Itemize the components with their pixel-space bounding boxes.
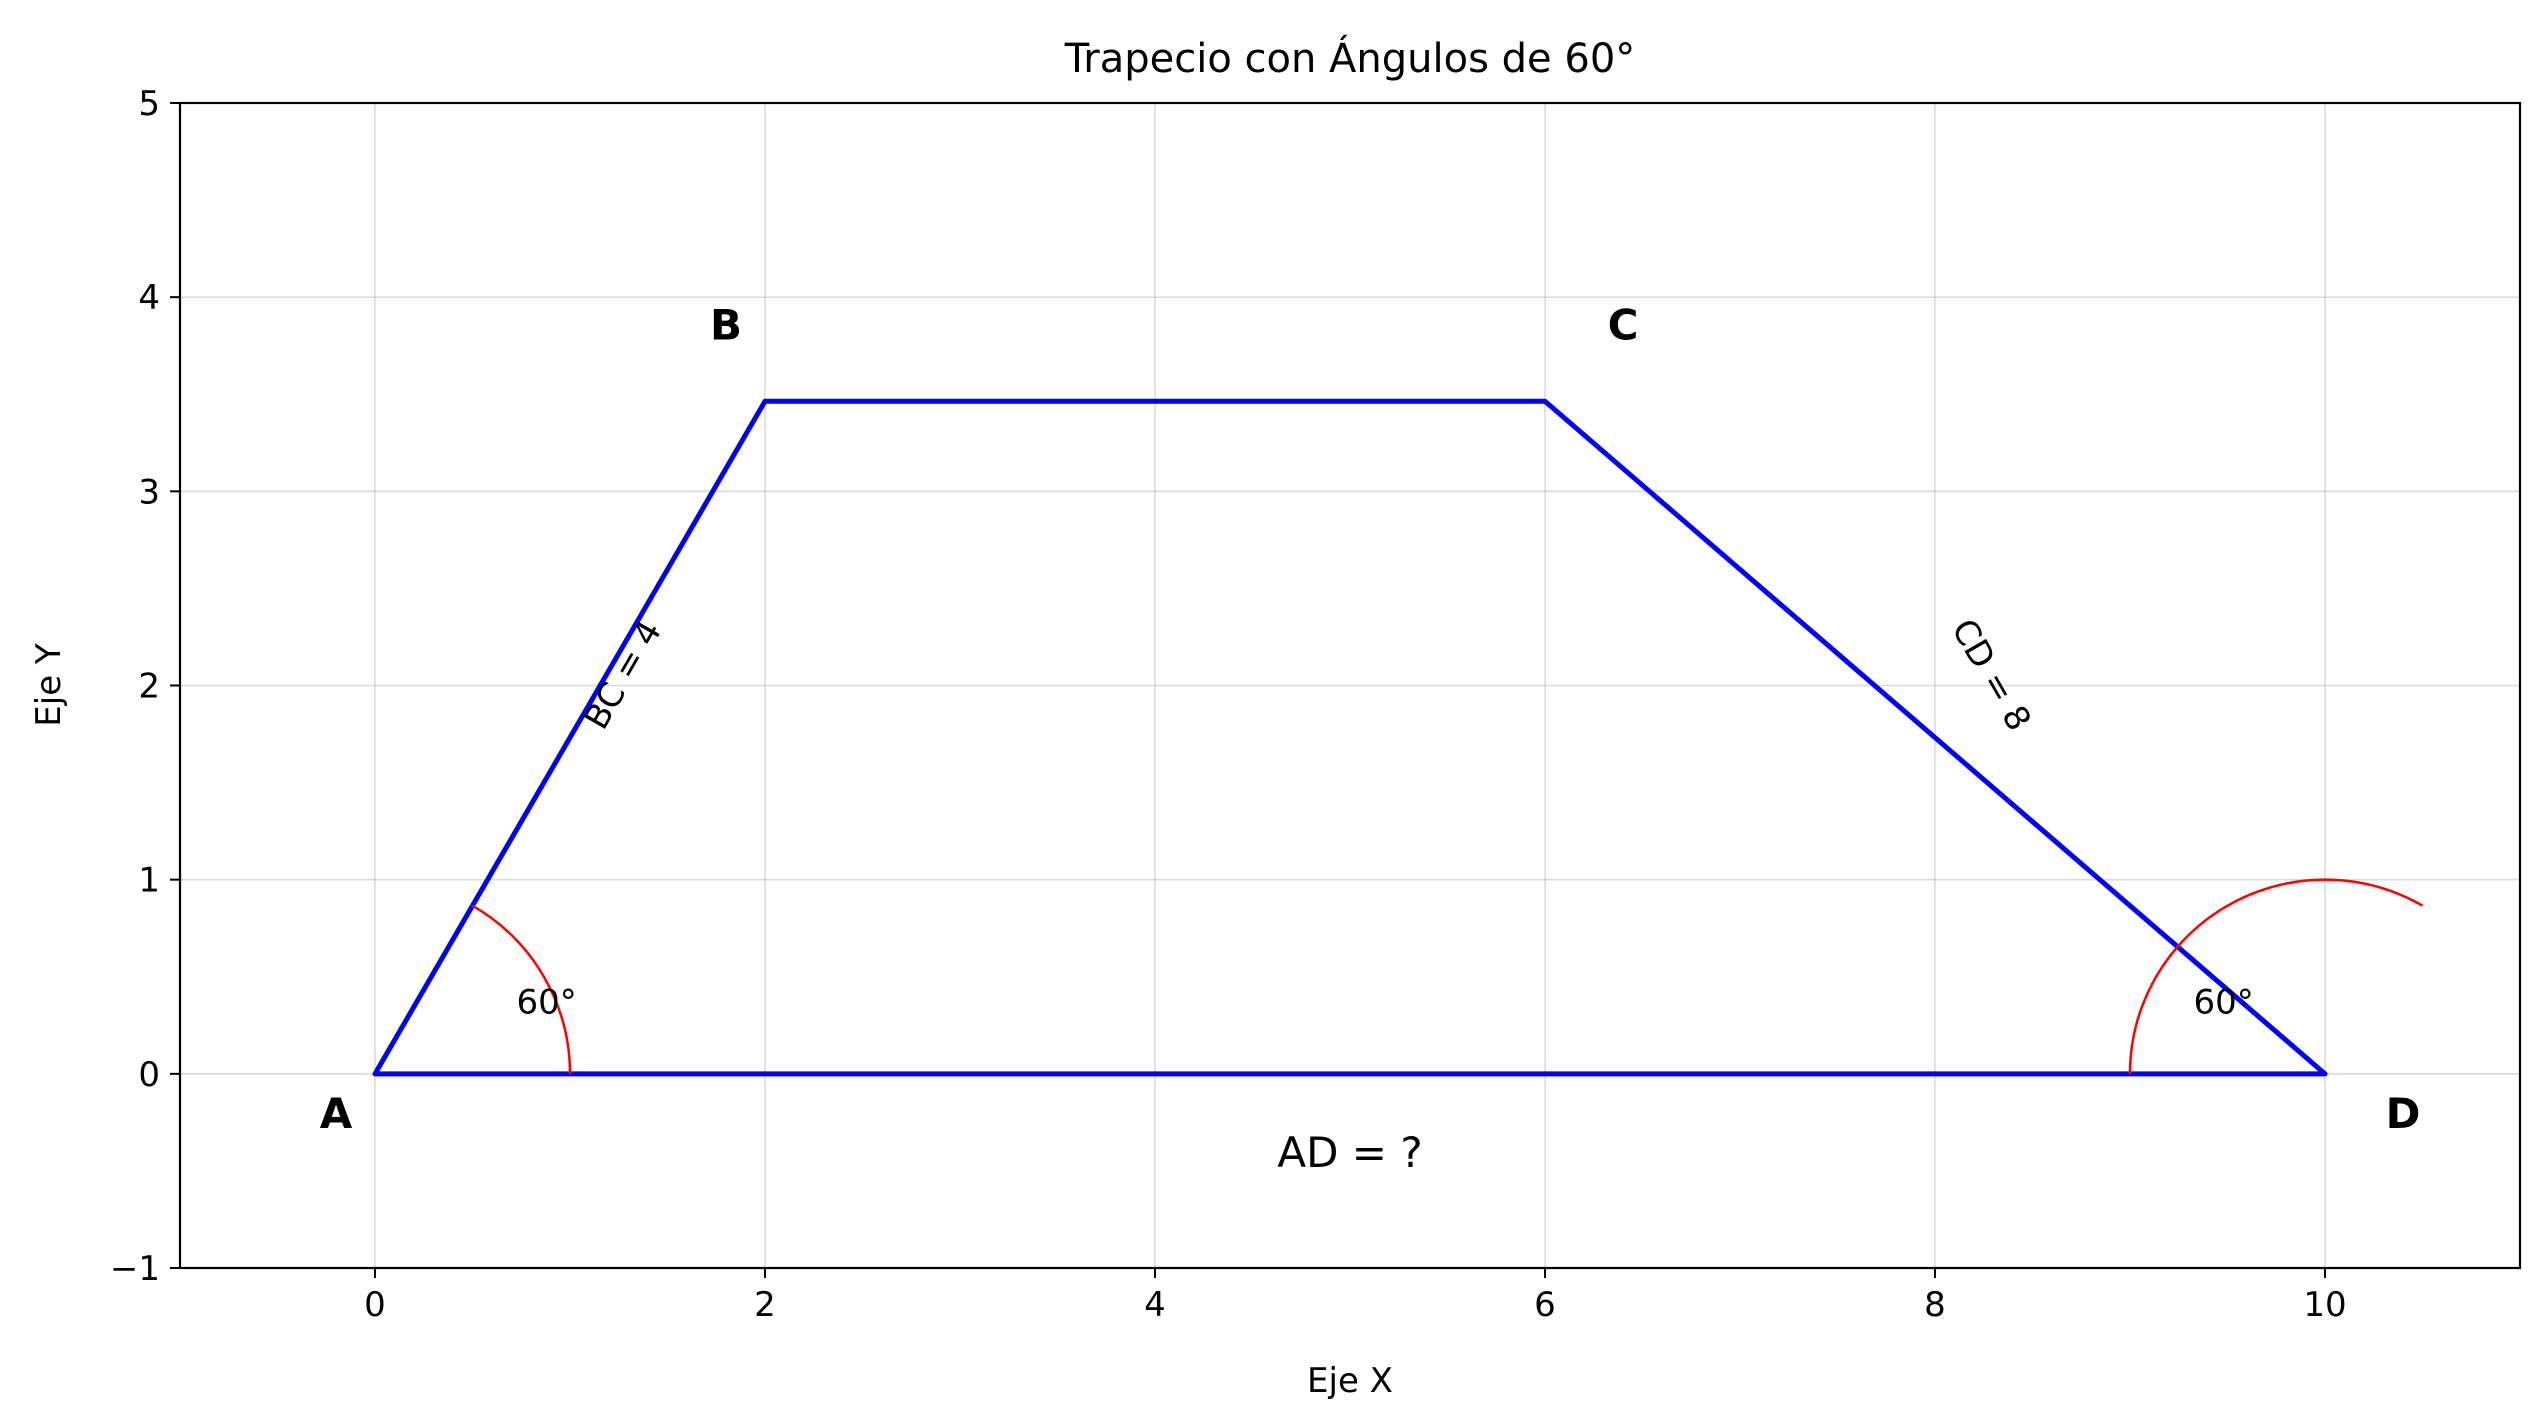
y-tick-label: 5 xyxy=(138,84,160,124)
vertex-label: C xyxy=(1608,301,1639,350)
y-tick-label: 0 xyxy=(138,1055,160,1095)
side-length-label: AD = ? xyxy=(1277,1128,1422,1177)
angle-label: 60° xyxy=(516,982,576,1022)
trapezoid-outline xyxy=(372,398,2328,1077)
x-tick-label: 0 xyxy=(364,1285,386,1325)
y-axis-label: Eje Y xyxy=(29,643,69,727)
x-tick-label: 8 xyxy=(1924,1285,1946,1325)
vertex-label: B xyxy=(710,301,742,350)
x-tick-label: 6 xyxy=(1534,1285,1556,1325)
vertex-label: D xyxy=(2386,1089,2421,1138)
x-tick-label: 2 xyxy=(754,1285,776,1325)
y-tick-label: 2 xyxy=(138,667,160,707)
angle-label: 60° xyxy=(2193,982,2253,1022)
x-tick-label: 4 xyxy=(1144,1285,1166,1325)
axis-ticks: 0 2 4 6 8 10 −1 0 1 2 3 4 5 xyxy=(110,84,2347,1325)
angle-arc xyxy=(471,904,572,1074)
y-tick-label: 4 xyxy=(138,278,160,318)
x-axis-label: Eje X xyxy=(1307,1361,1393,1401)
y-tick-label: 1 xyxy=(138,861,160,901)
vertex-label: A xyxy=(320,1089,353,1138)
y-tick-label: 3 xyxy=(138,472,160,512)
y-tick-label: −1 xyxy=(110,1249,160,1289)
angle-arc xyxy=(2128,878,2424,1074)
chart-title: Trapecio con Ángulos de 60° xyxy=(1064,34,1636,82)
x-tick-label: 10 xyxy=(2303,1285,2346,1325)
